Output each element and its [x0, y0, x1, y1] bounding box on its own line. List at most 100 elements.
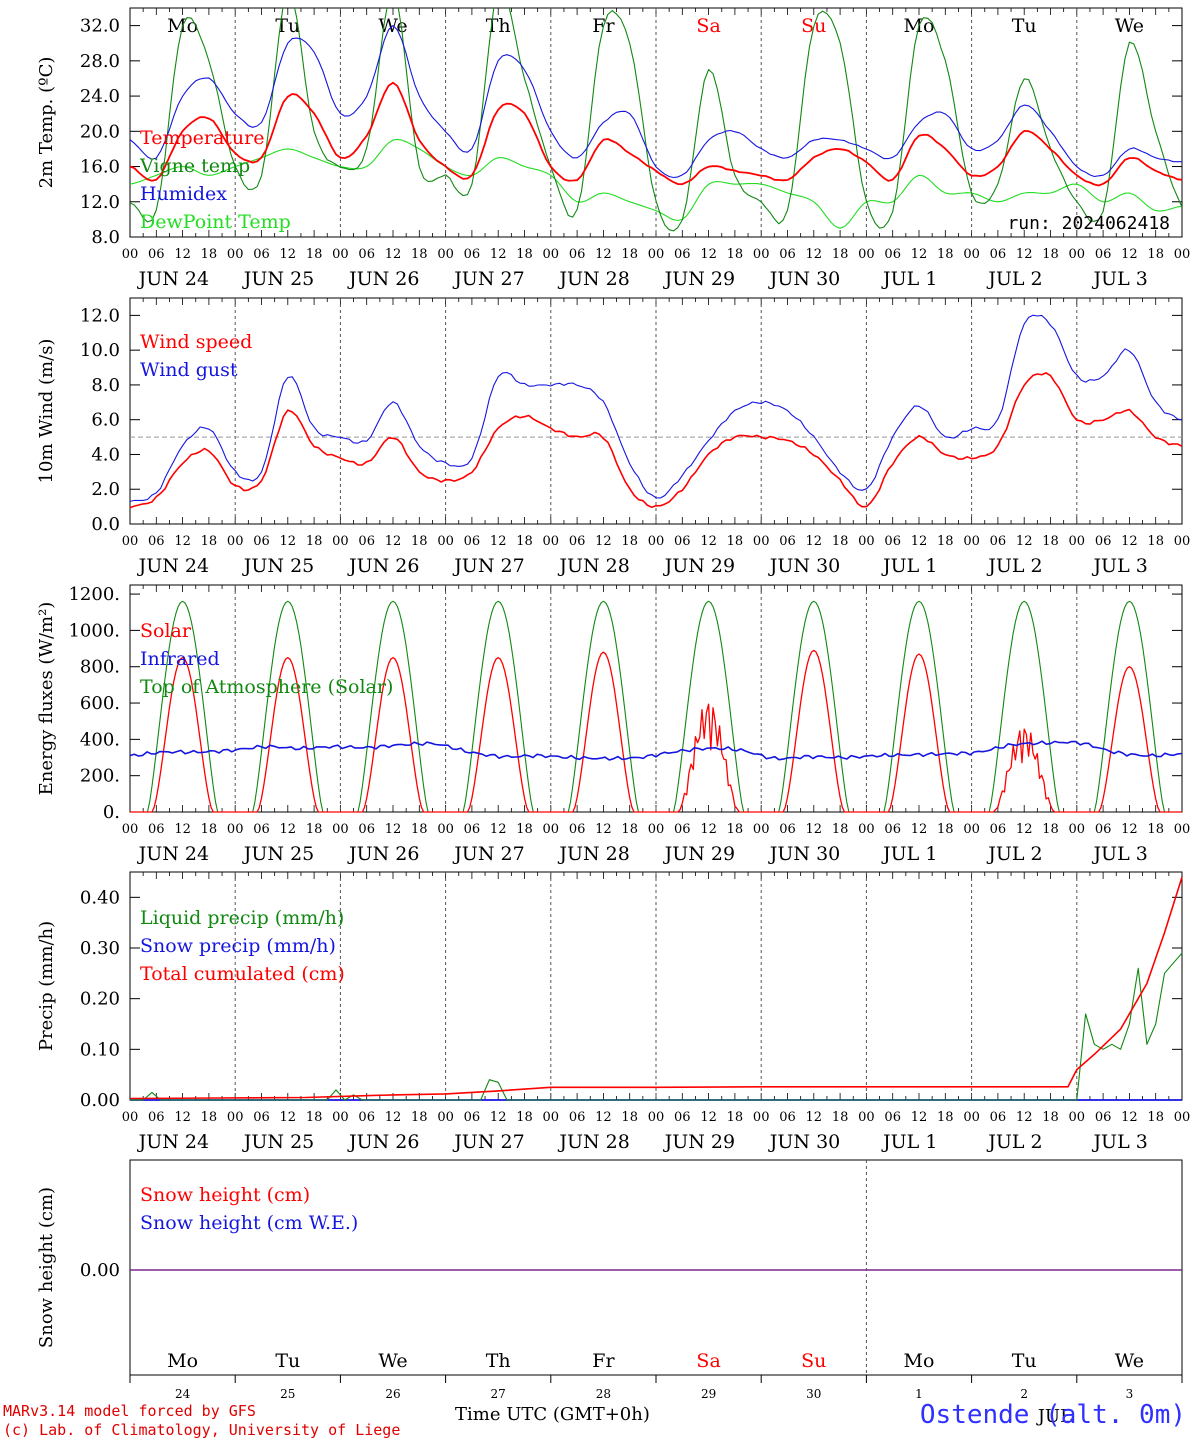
series-wind-gust — [129, 314, 1183, 502]
panel-2-hour-label: 06 — [464, 534, 481, 549]
panel-2-date-label: JUN 28 — [557, 555, 629, 577]
panel-3-hour-label: 00 — [437, 822, 454, 837]
panel-3-hour-label: 06 — [990, 822, 1007, 837]
panel-3-hour-label: 00 — [543, 822, 560, 837]
panel-2-y-tick: 6.0 — [91, 410, 120, 431]
panel-2-hour-label: 18 — [727, 534, 744, 549]
panel-1-hour-label: 06 — [990, 247, 1007, 262]
panel-3-hour-label: 18 — [411, 822, 428, 837]
legend-solar: Solar — [140, 620, 192, 642]
panel-3-date-label: JUN 30 — [768, 843, 840, 865]
panel-4-hour-label: 12 — [1121, 1110, 1138, 1125]
panel-2-hour-label: 12 — [806, 534, 823, 549]
panel-3-hour-label: 00 — [227, 822, 244, 837]
panel-1-hour-label: 18 — [306, 247, 323, 262]
panel-3-y-tick: 200. — [80, 766, 120, 787]
panel-3-hour-label: 12 — [1121, 822, 1138, 837]
month-label-jul: JUL — [1036, 1406, 1072, 1427]
panel-1-hour-label: 12 — [911, 247, 928, 262]
panel-3-hour-label: 00 — [122, 822, 139, 837]
panel-1-date-label: JUL 1 — [881, 268, 937, 290]
panel-1-hour-label: 00 — [753, 247, 770, 262]
panel-4-hour-label: 18 — [201, 1110, 218, 1125]
panel-1-hour-label: 00 — [543, 247, 560, 262]
panel-4-hour-label: 06 — [464, 1110, 481, 1125]
panel-1-y-tick: 16.0 — [80, 157, 120, 178]
panel-2-date-label: JUL 2 — [986, 555, 1042, 577]
panel-3-hour-label: 18 — [1147, 822, 1164, 837]
panel-1-date-label: JUN 24 — [137, 268, 209, 290]
panel-4-hour-label: 12 — [1016, 1110, 1033, 1125]
panel-1-hour-label: 18 — [1042, 247, 1059, 262]
series-line — [130, 24, 1182, 179]
panel-4-hour-label: 00 — [1069, 1110, 1086, 1125]
panel-4-date-label: JUN 24 — [137, 1131, 209, 1153]
x-axis-title: Time UTC (GMT+0h) — [455, 1404, 650, 1425]
panel-4-hour-label: 12 — [280, 1110, 297, 1125]
panel-2-hour-label: 06 — [253, 534, 270, 549]
panel-4-y-tick: 0.30 — [80, 938, 120, 959]
panel-2-hour-label: 06 — [148, 534, 165, 549]
panel-1-hour-label: 12 — [700, 247, 717, 262]
panel-1-hour-label: 12 — [1016, 247, 1033, 262]
panel-4-hour-label: 18 — [937, 1110, 954, 1125]
panel-4-date-label: JUN 28 — [557, 1131, 629, 1153]
legend-temperature: Temperature — [140, 127, 264, 149]
panel-2-date-label: JUN 25 — [242, 555, 314, 577]
panel-1-date-label: JUL 2 — [986, 268, 1042, 290]
panel-1-hour-label: 12 — [490, 247, 507, 262]
panel-1-hour-label: 00 — [1174, 247, 1191, 262]
panel-1-hour-label: 00 — [332, 247, 349, 262]
panel-2-date-label: JUL 1 — [881, 555, 937, 577]
day-number: 29 — [701, 1387, 716, 1401]
panel-1-y-tick: 28.0 — [80, 51, 120, 72]
panel-2-y-label: 10m Wind (m/s) — [36, 339, 57, 484]
panel-3-date-label: JUL 1 — [881, 843, 937, 865]
panel-4-date-label: JUN 29 — [663, 1131, 735, 1153]
panel-4-hour-label: 12 — [700, 1110, 717, 1125]
panel-1-hour-label: 18 — [1147, 247, 1164, 262]
panel-2-hour-label: 06 — [674, 534, 691, 549]
panel-1-hour-label: 06 — [148, 247, 165, 262]
panel-2-y-tick: 0.0 — [91, 514, 120, 535]
legend-wind-gust: Wind gust — [140, 359, 238, 381]
weekday-label: We — [1115, 1350, 1144, 1372]
panel-1-date-label: JUN 30 — [768, 268, 840, 290]
panel-3-date-label: JUN 24 — [137, 843, 209, 865]
weekday-label: We — [378, 1350, 407, 1372]
panel-2-date-label: JUN 30 — [768, 555, 840, 577]
panel-1-date-label: JUN 27 — [452, 268, 524, 290]
day-number: 25 — [280, 1387, 295, 1401]
panel-2-hour-label: 00 — [1069, 534, 1086, 549]
panel-3-hour-label: 06 — [464, 822, 481, 837]
panel-3-hour-label: 12 — [595, 822, 612, 837]
panel-2-y-tick: 4.0 — [91, 444, 120, 465]
panel-4-hour-label: 18 — [727, 1110, 744, 1125]
panel-1-y-tick: 32.0 — [80, 16, 120, 37]
panel-2-hour-label: 06 — [358, 534, 375, 549]
panel-3-hour-label: 18 — [516, 822, 533, 837]
panel-4-hour-label: 00 — [227, 1110, 244, 1125]
panel-3-hour-label: 00 — [1069, 822, 1086, 837]
panel-1-date-label: JUN 29 — [663, 268, 735, 290]
legend-infrared: Infrared — [140, 648, 220, 670]
panel-3-hour-label: 18 — [937, 822, 954, 837]
panel-3-hour-label: 00 — [648, 822, 665, 837]
panel-4-date-label: JUN 25 — [242, 1131, 314, 1153]
panel-4-hour-label: 00 — [1174, 1110, 1191, 1125]
lab-credit: (c) Lab. of Climatology, University of L… — [3, 1421, 401, 1439]
panel-3-hour-label: 06 — [253, 822, 270, 837]
legend-snow-height-cm-: Snow height (cm) — [140, 1184, 310, 1206]
panel-2-date-label: JUL 3 — [1091, 555, 1147, 577]
panel-4-hour-label: 06 — [1095, 1110, 1112, 1125]
panel-3-hour-label: 12 — [385, 822, 402, 837]
panel-4-date-label: JUL 2 — [986, 1131, 1042, 1153]
panel-3-y-tick: 0. — [103, 802, 120, 823]
weekday-label: Th — [486, 1350, 511, 1372]
panel-2-hour-label: 00 — [858, 534, 875, 549]
day-number: 30 — [806, 1387, 821, 1401]
model-credit: MARv3.14 model forced by GFS — [3, 1402, 256, 1420]
legend-dewpoint-temp: DewPoint Temp — [140, 211, 291, 233]
panel-3-hour-label: 12 — [806, 822, 823, 837]
weekday-label: We — [1115, 15, 1144, 37]
